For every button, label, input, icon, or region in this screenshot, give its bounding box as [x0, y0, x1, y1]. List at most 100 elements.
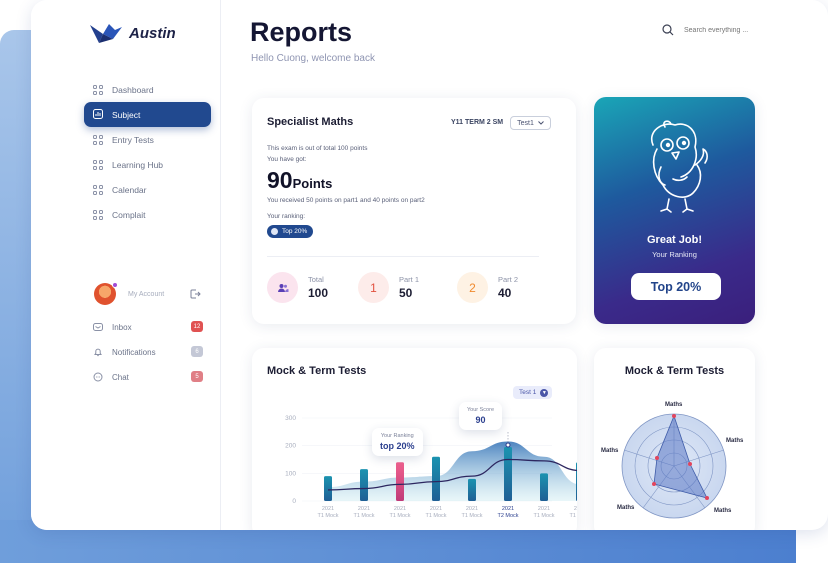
sidebar: Austin Dashboard Subject Entry Tests Lea… [31, 0, 221, 530]
y-tick-label: 200 [285, 443, 296, 450]
chevron-down-icon: ▼ [540, 388, 549, 397]
grid-icon [93, 209, 103, 220]
my-account-link[interactable]: My Account [128, 291, 165, 298]
sidebar-item-label: Entry Tests [112, 134, 154, 145]
test-select-value: Test1 [517, 119, 534, 127]
search-icon[interactable] [662, 24, 674, 36]
chart-bar [396, 462, 404, 501]
radar-axis-label: Maths [601, 448, 619, 454]
chat-count-badge: 5 [191, 371, 203, 382]
x-tick-year: 2021 [466, 506, 478, 512]
subject-icon [93, 108, 103, 121]
sidebar-item-label: Learning Hub [112, 159, 164, 170]
ranking-value: Top 20% [282, 228, 308, 235]
divider [267, 256, 539, 257]
sidebar-item-subject[interactable]: Subject [84, 102, 211, 127]
avatar[interactable] [94, 282, 118, 305]
logo[interactable]: Austin [89, 22, 176, 44]
chart-bar [540, 473, 548, 501]
score-callout-label: Your Score [467, 407, 495, 413]
part2-icon: 2 [457, 272, 488, 303]
x-tick-label: T1 Mock [389, 513, 410, 519]
chat-icon [93, 372, 103, 382]
ranking-label: Your ranking: [267, 213, 306, 220]
chart-title: Mock & Term Tests [267, 365, 367, 377]
chart-bar [360, 469, 368, 501]
inbox-item[interactable]: Inbox 12 [93, 320, 203, 334]
y-tick-label: 100 [285, 470, 296, 477]
grid-icon [93, 134, 103, 145]
sidebar-item-label: Subject [112, 109, 141, 120]
chart-bar [432, 456, 440, 501]
radar-chart [621, 413, 727, 519]
search-input[interactable] [684, 26, 764, 34]
stat-part1-label: Part 1 [399, 275, 420, 284]
notifications-count-badge: 6 [191, 346, 203, 357]
chart-bar [504, 447, 512, 501]
stat-part1-value: 50 [399, 286, 413, 300]
trend-line [327, 458, 577, 491]
sidebar-item-complait[interactable]: Complait [84, 202, 211, 227]
rank-dot-icon [271, 228, 278, 235]
x-tick-label: T2 Mock [497, 513, 518, 519]
x-tick-year: 2021 [574, 506, 577, 512]
test-filter-dropdown[interactable]: Test 1 ▼ [513, 386, 553, 399]
x-tick-label: T1 Mock [461, 513, 482, 519]
radar-axis-label: Maths [665, 402, 683, 408]
score-area [328, 441, 577, 501]
sidebar-item-dashboard[interactable]: Dashboard [84, 77, 211, 102]
search-bar[interactable] [662, 24, 764, 36]
stat-part2-label: Part 2 [498, 275, 519, 284]
points-value: 90 [267, 167, 293, 193]
stat-part2: 2 Part 2 40 [457, 272, 518, 303]
score-callout-value: 90 [475, 415, 486, 425]
part1-icon: 1 [358, 272, 389, 303]
selected-point [505, 442, 511, 448]
bell-icon [94, 348, 102, 357]
grid-icon [93, 159, 103, 170]
score-callout: Your Score 90 [459, 402, 503, 430]
chat-item[interactable]: Chat 5 [93, 370, 203, 384]
x-tick-year: 2021 [538, 506, 550, 512]
radar-axis-label: Maths [714, 508, 732, 514]
ranking-callout-label: Your Ranking [380, 433, 414, 439]
grid-icon [93, 184, 103, 195]
test-select-dropdown[interactable]: Test1 [510, 116, 551, 130]
ranking-callout: Your Ranking top 20% [372, 428, 423, 456]
sidebar-item-calendar[interactable]: Calendar [84, 177, 211, 202]
sidebar-item-entry-tests[interactable]: Entry Tests [84, 127, 211, 152]
chart-bar [324, 476, 332, 501]
radar-title: Mock & Term Tests [624, 365, 725, 377]
x-tick-year: 2021 [394, 506, 406, 512]
points-breakdown: You received 50 points on part1 and 40 p… [267, 197, 425, 204]
mock-term-tests-card: Mock & Term Tests Test 1 ▼ 0 100 200 300 202… [252, 348, 577, 530]
users-icon [267, 272, 298, 303]
ranking-promo-card: Great Job! Your Ranking Top 20% [594, 97, 755, 324]
y-tick-label: 300 [285, 415, 296, 422]
stat-part2-value: 40 [498, 286, 512, 300]
bird-logo-icon [90, 24, 122, 43]
app-name: Austin [129, 24, 176, 42]
chart-bar [576, 462, 577, 501]
chevron-down-icon [538, 121, 544, 125]
ranking-chip: Top 20% [267, 225, 314, 238]
x-tick-label: T1 Mock [353, 513, 374, 519]
test-filter-value: Test 1 [519, 389, 537, 396]
logout-icon[interactable] [189, 288, 201, 300]
y-tick-label: 0 [292, 498, 296, 505]
x-tick-label: T1 Mock [425, 513, 446, 519]
bird-mascot-icon [650, 120, 708, 213]
app-window: Austin Dashboard Subject Entry Tests Lea… [31, 0, 828, 530]
notifications-item[interactable]: Notifications 6 [93, 345, 203, 359]
x-tick-label: T1 Mock [569, 513, 577, 519]
x-tick-year: 2021 [322, 506, 334, 512]
points-unit: Points [292, 176, 333, 191]
chat-label: Chat [112, 372, 129, 382]
sidebar-item-label: Dashboard [112, 84, 154, 95]
subject-title: Specialist Maths [267, 116, 354, 128]
stat-total-value: 100 [308, 286, 329, 300]
sidebar-item-learning-hub[interactable]: Learning Hub [84, 152, 211, 177]
top-ranking-button[interactable]: Top 20% [631, 273, 721, 300]
inbox-icon [93, 323, 103, 331]
